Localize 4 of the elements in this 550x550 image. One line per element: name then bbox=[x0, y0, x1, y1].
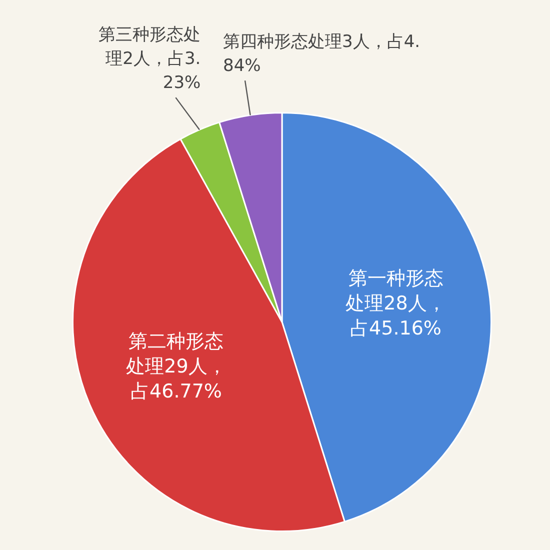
slice-label: 第三种形态处理2人，占3.23% bbox=[98, 24, 201, 93]
slice-label: 第二种形态处理29人，占46.77% bbox=[126, 330, 226, 402]
slice-label: 第四种形态处理3人，占4.84% bbox=[223, 32, 420, 76]
slice-label: 第一种形态处理28人，占45.16% bbox=[346, 268, 446, 340]
